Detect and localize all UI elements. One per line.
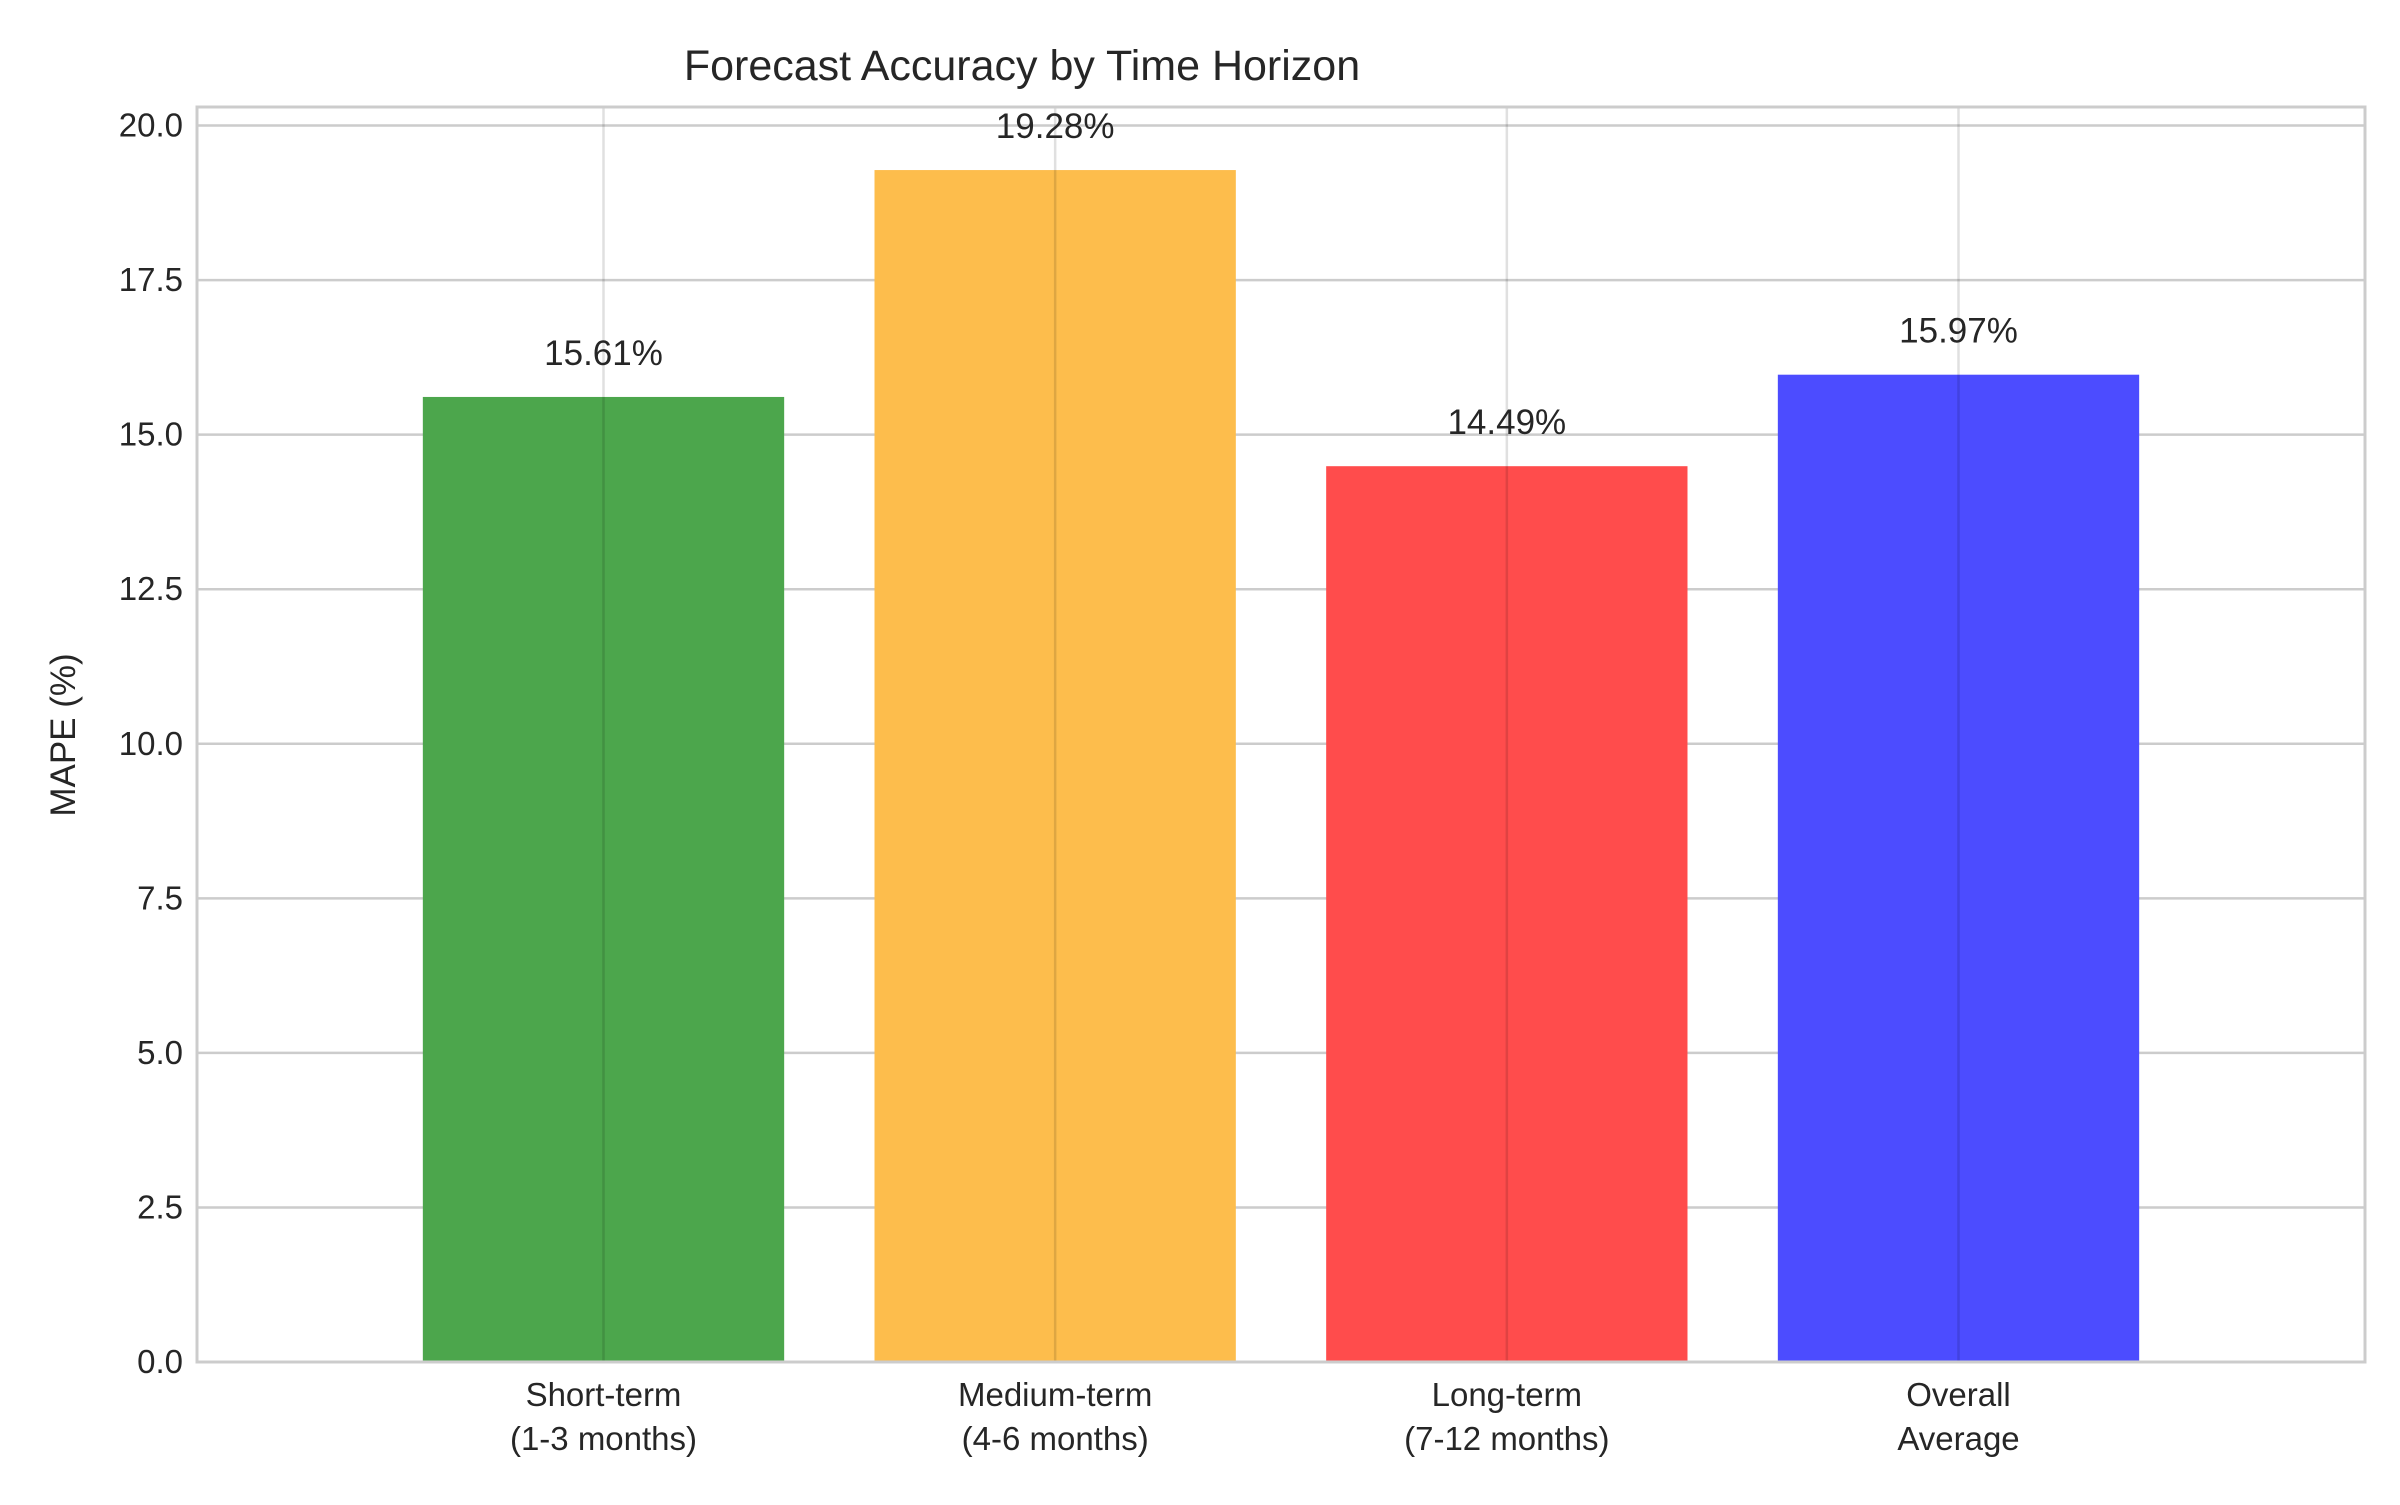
x-tick-label: Short-term (526, 1376, 682, 1413)
x-tick-label: (1-3 months) (510, 1420, 697, 1457)
x-tick-label: Long-term (1432, 1376, 1582, 1413)
y-tick-label: 17.5 (119, 261, 183, 298)
value-label: 15.61% (544, 334, 663, 373)
y-tick-labels: 0.0 2.5 5.0 7.5 10.0 12.5 15.0 17.5 20.0 (119, 107, 183, 1380)
bar (1777, 374, 2140, 1362)
x-tick-label: (4-6 months) (962, 1420, 1149, 1457)
y-tick-label: 20.0 (119, 107, 183, 144)
value-label: 15.97% (1899, 312, 2018, 351)
y-tick-label: 12.5 (119, 570, 183, 607)
chart-title: Forecast Accuracy by Time Horizon (684, 42, 1360, 90)
bar (874, 170, 1236, 1363)
y-tick-label: 7.5 (137, 879, 183, 916)
y-tick-label: 0.0 (137, 1343, 183, 1380)
y-axis-label: MAPE (%) (44, 653, 83, 816)
value-labels: 15.61% 19.28% 14.49% 15.97% (544, 107, 2018, 442)
x-tick-label: (7-12 months) (1404, 1420, 1609, 1457)
bars (422, 170, 2140, 1363)
y-tick-label: 5.0 (137, 1034, 183, 1071)
y-tick-label: 2.5 (137, 1188, 183, 1225)
bar (422, 396, 785, 1363)
plot-frame (195, 105, 2367, 1364)
x-tick-label: Average (1897, 1420, 2019, 1457)
value-label: 14.49% (1447, 403, 1566, 442)
y-tick-label: 10.0 (119, 725, 183, 762)
x-tick-label: Medium-term (958, 1376, 1152, 1413)
x-tick-label: Overall (1906, 1376, 2011, 1413)
bar (1326, 466, 1688, 1362)
y-tick-label: 15.0 (119, 416, 183, 453)
value-label: 19.28% (996, 107, 1115, 146)
x-grid-lines (602, 107, 1960, 1362)
x-tick-labels: Short-term (1-3 months) Medium-term (4-6 mo… (510, 1376, 2020, 1457)
